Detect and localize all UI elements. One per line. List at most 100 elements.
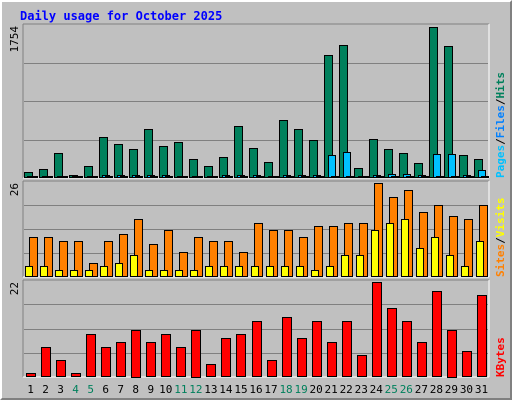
hits-pages-bar-day-20: [316, 176, 324, 178]
visits-sites-bar-day-8: [130, 255, 138, 277]
kbytes-kbytes-bar-day-29: [447, 330, 457, 378]
x-label-day-1: 1: [27, 383, 34, 396]
visits-sites-bar-day-29: [446, 255, 454, 277]
kbytes-kbytes-bar-day-5: [86, 334, 96, 377]
kbytes-kbytes-bar-day-12: [191, 330, 201, 378]
visits-legend: Sites/Visits: [494, 198, 507, 278]
kbytes-kbytes-bar-day-6: [101, 347, 111, 377]
kbytes-kbytes-bar-day-10: [161, 334, 171, 377]
kbytes-kbytes-bar-day-9: [146, 342, 156, 377]
visits-sites-bar-day-31: [476, 241, 484, 277]
visits-visits-bar-day-13: [209, 241, 218, 277]
visits-sites-bar-day-6: [100, 266, 108, 277]
x-label-day-13: 13: [204, 383, 217, 396]
x-label-day-22: 22: [340, 383, 353, 396]
hits-pages-bar-day-25: [391, 176, 399, 178]
kbytes-kbytes-bar-day-26: [402, 321, 412, 377]
hits-legend-hits: Hits: [494, 72, 507, 99]
visits-legend-sites: Sites: [494, 244, 507, 277]
hits-files-bar-day-21: [328, 155, 336, 178]
hits-pages-bar-day-16: [256, 176, 264, 178]
visits-sites-bar-day-22: [341, 255, 349, 277]
chart-panels: 1754Pages/Files/Hits26Sites/Visits22KByt…: [8, 23, 507, 378]
visits-sites-bar-day-20: [311, 270, 319, 277]
hits-pages-bar-day-6: [105, 176, 113, 178]
visits-sites-bar-day-12: [190, 270, 198, 277]
visits-sites-bar-day-24: [371, 230, 379, 277]
hits-hits-bar-day-10: [159, 146, 168, 178]
hits-hits-bar-day-12: [189, 159, 198, 178]
x-label-day-20: 20: [310, 383, 323, 396]
hits-hits-bar-day-15: [234, 126, 243, 178]
kbytes-kbytes-bar-day-28: [432, 291, 442, 377]
visits-visits-bar-day-8: [134, 219, 143, 277]
kbytes-kbytes-bar-day-15: [236, 334, 246, 377]
hits-hits-bar-day-11: [174, 142, 183, 178]
kbytes-kbytes-bar-day-16: [252, 321, 262, 377]
x-label-day-18: 18: [279, 383, 292, 396]
hits-legend-pages: Pages: [494, 145, 507, 178]
hits-hits-bar-day-6: [99, 137, 108, 178]
hits-pages-bar-day-9: [150, 176, 158, 178]
hits-pages-bar-day-19: [301, 176, 309, 178]
kbytes-kbytes-bar-day-8: [131, 330, 141, 378]
visits-sites-bar-day-26: [401, 219, 409, 277]
visits-sites-bar-day-18: [281, 266, 289, 277]
hits-pages-bar-day-29: [451, 176, 459, 178]
visits-sites-bar-day-19: [296, 266, 304, 277]
x-label-day-17: 17: [264, 383, 277, 396]
visits-visits-bar-day-10: [164, 230, 173, 277]
visits-visits-bar-day-11: [179, 252, 188, 277]
visits-sites-bar-day-13: [205, 266, 213, 277]
x-label-day-25: 25: [385, 383, 398, 396]
x-label-day-19: 19: [294, 383, 307, 396]
hits-legend-separator: /: [494, 98, 507, 105]
hits-pages-bar-day-15: [240, 176, 248, 178]
visits-sites-bar-day-1: [25, 266, 33, 277]
hits-hits-bar-day-30: [459, 155, 468, 178]
kbytes-kbytes-bar-day-7: [116, 342, 126, 377]
x-label-day-24: 24: [370, 383, 384, 396]
visits-sites-bar-day-3: [55, 270, 63, 277]
visits-sites-bar-day-4: [70, 270, 78, 277]
kbytes-kbytes-bar-day-14: [221, 338, 231, 377]
hits-hits-bar-day-16: [249, 148, 258, 178]
visits-visits-bar-day-9: [149, 244, 158, 277]
x-label-day-30: 30: [460, 383, 473, 396]
hits-files-bar-day-29: [448, 154, 456, 178]
x-label-day-26: 26: [400, 383, 413, 396]
visits-sites-bar-day-5: [85, 270, 93, 277]
kbytes-legend-kbytes: KBytes: [494, 337, 507, 377]
kbytes-panel: 22 KBytes: [8, 279, 507, 378]
visits-visits-bar-day-4: [74, 241, 83, 277]
x-label-day-14: 14: [219, 383, 233, 396]
x-label-day-16: 16: [249, 383, 262, 396]
kbytes-kbytes-bar-day-18: [282, 317, 292, 377]
visits-visits-bar-day-15: [239, 252, 248, 277]
visits-sites-bar-day-30: [461, 266, 469, 277]
x-label-day-11: 11: [174, 383, 187, 396]
x-label-day-7: 7: [117, 383, 124, 396]
kbytes-kbytes-bar-day-11: [176, 347, 186, 377]
x-label-day-10: 10: [159, 383, 172, 396]
visits-visits-bar-day-3: [59, 241, 68, 277]
visits-visits-bar-day-12: [194, 237, 203, 277]
hits-pages-bar-day-18: [286, 176, 294, 178]
hits-pages-bar-day-30: [466, 176, 474, 178]
x-label-day-29: 29: [445, 383, 458, 396]
hits-pages-bar-day-26: [406, 176, 414, 178]
visits-sites-bar-day-27: [416, 248, 424, 277]
hits-hits-bar-day-19: [294, 129, 303, 178]
visits-sites-bar-day-7: [115, 263, 123, 277]
visits-sites-bar-day-9: [145, 270, 153, 277]
visits-sites-bar-day-2: [40, 266, 48, 277]
hits-pages-bar-day-31: [481, 176, 489, 178]
hits-hits-bar-day-5: [84, 166, 93, 178]
x-label-day-9: 9: [147, 383, 154, 396]
kbytes-kbytes-bar-day-3: [56, 360, 66, 377]
hits-pages-bar-day-24: [376, 176, 384, 178]
hits-pages-bar-day-23: [361, 176, 369, 178]
hits-pages-bar-day-5: [90, 176, 98, 178]
